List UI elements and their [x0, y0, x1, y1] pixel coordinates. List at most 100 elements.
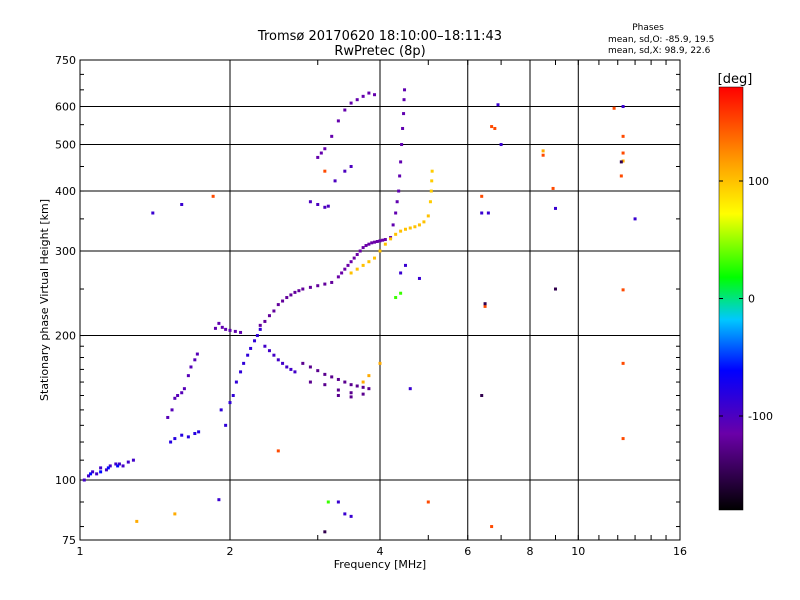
data-point: [336, 377, 340, 381]
data-point: [336, 388, 340, 392]
data-point: [189, 365, 193, 369]
data-point: [323, 383, 327, 387]
data-point: [417, 223, 421, 227]
data-point: [496, 103, 500, 107]
data-point: [346, 263, 350, 267]
data-point: [408, 226, 412, 230]
data-point: [383, 238, 387, 242]
x-tick-label: 8: [527, 545, 534, 558]
data-point: [253, 339, 257, 343]
data-point: [381, 238, 385, 242]
data-point: [293, 290, 297, 294]
data-point: [323, 530, 327, 534]
data-point: [228, 401, 232, 405]
data-point: [281, 361, 285, 365]
data-point: [389, 237, 393, 241]
data-point: [361, 246, 365, 250]
data-point: [367, 260, 371, 264]
data-point: [308, 365, 312, 369]
data-point: [486, 211, 490, 215]
data-point: [285, 296, 289, 300]
colorbar-tick-label: 0: [748, 293, 755, 306]
data-point: [224, 423, 228, 427]
data-point: [394, 296, 398, 300]
data-point: [367, 387, 371, 391]
data-point: [217, 498, 221, 502]
data-point: [541, 149, 545, 153]
data-point: [289, 367, 293, 371]
data-point: [401, 126, 405, 130]
data-point: [621, 437, 625, 441]
data-point: [276, 358, 280, 362]
data-point: [480, 394, 484, 398]
data-point: [323, 205, 327, 209]
data-point: [326, 500, 330, 504]
data-point: [355, 98, 359, 102]
data-point: [258, 323, 262, 327]
data-point: [541, 153, 545, 157]
data-point: [330, 280, 334, 284]
data-point: [308, 380, 312, 384]
data-point: [217, 321, 221, 325]
y-tick-label: 300: [55, 245, 76, 258]
data-point: [108, 464, 112, 468]
colorbar-label: [deg]: [718, 72, 753, 87]
data-point: [349, 383, 353, 387]
data-point: [131, 458, 135, 462]
data-point: [480, 194, 484, 198]
y-tick-label: 500: [55, 139, 76, 152]
data-point: [263, 319, 267, 323]
chart-title: Tromsø 20170620 18:10:00–18:11:43: [257, 29, 502, 44]
data-point: [323, 169, 327, 173]
phases-x-stats: mean, sd,X: 98.9, 22.6: [608, 46, 711, 56]
data-point: [272, 353, 276, 357]
data-point: [355, 253, 359, 257]
data-point: [272, 309, 276, 313]
data-point: [330, 375, 334, 379]
data-point: [428, 200, 432, 204]
data-point: [170, 408, 174, 412]
data-point: [394, 232, 398, 236]
data-point: [395, 200, 399, 204]
data-point: [621, 151, 625, 155]
data-point: [426, 214, 430, 218]
data-point: [343, 267, 347, 271]
data-point: [82, 478, 86, 482]
data-point: [301, 287, 305, 291]
data-point: [403, 227, 407, 231]
data-point: [352, 256, 356, 260]
data-point: [340, 271, 344, 275]
data-point: [336, 275, 340, 279]
x-axis-label: Frequency [MHz]: [334, 558, 426, 571]
data-point: [301, 361, 305, 365]
y-tick-label: 200: [55, 330, 76, 343]
data-point: [612, 106, 616, 110]
data-point: [361, 94, 365, 98]
data-point: [213, 326, 217, 330]
data-point: [308, 200, 312, 204]
data-point: [319, 151, 323, 155]
data-point: [621, 159, 625, 163]
data-point: [281, 299, 285, 303]
data-point: [336, 500, 340, 504]
data-point: [233, 329, 237, 333]
data-point: [397, 189, 401, 193]
data-point: [135, 519, 139, 523]
data-point: [399, 160, 403, 164]
data-point: [323, 147, 327, 151]
data-point: [151, 211, 155, 215]
data-point: [239, 330, 243, 334]
data-point: [430, 169, 434, 173]
x-tick-label: 1: [77, 545, 84, 558]
data-point: [483, 304, 487, 308]
data-point: [621, 105, 625, 109]
data-point: [316, 155, 320, 159]
x-axis-ticks: 1 2 4 6 8 10 16: [77, 60, 687, 558]
x-tick-label: 10: [571, 545, 585, 558]
data-point: [267, 314, 271, 318]
data-point: [326, 204, 330, 208]
data-point: [402, 98, 406, 102]
data-point: [220, 325, 224, 329]
data-point: [349, 260, 353, 264]
y-tick-label: 400: [55, 185, 76, 198]
